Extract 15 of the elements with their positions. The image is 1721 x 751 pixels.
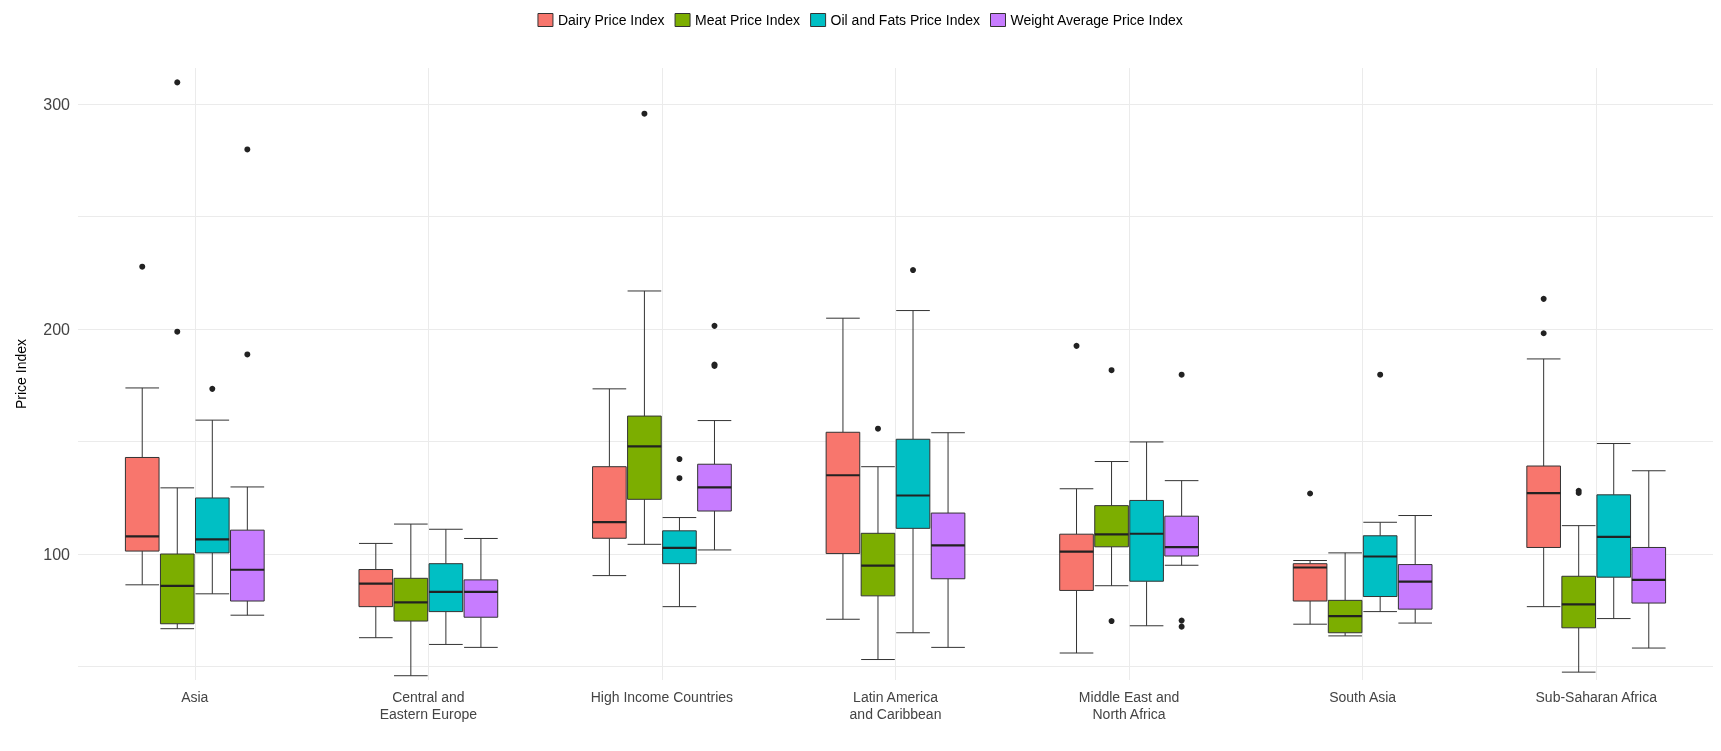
x-tick-label: Sub-Saharan Africa bbox=[1535, 688, 1658, 705]
x-tick-label: Middle East and North Africa bbox=[1078, 688, 1180, 722]
y-tick-label: 100 bbox=[43, 545, 71, 563]
x-tick-label: Asia bbox=[181, 688, 209, 705]
x-tick-label: Latin America and Caribbean bbox=[849, 688, 942, 722]
legend-label: Dairy Price Index bbox=[557, 12, 665, 28]
legend-label: Weight Average Price Index bbox=[1010, 12, 1183, 28]
y-tick-label: 300 bbox=[43, 95, 71, 113]
legend-label: Oil and Fats Price Index bbox=[830, 12, 981, 28]
y-tick-label: 200 bbox=[43, 320, 71, 338]
y-axis-title: Price Index bbox=[13, 338, 29, 410]
x-tick-label: High Income Countries bbox=[590, 688, 734, 705]
legend-label: Meat Price Index bbox=[695, 12, 801, 28]
x-tick-label: Central and Eastern Europe bbox=[379, 688, 478, 722]
x-tick-label: South Asia bbox=[1329, 688, 1397, 705]
